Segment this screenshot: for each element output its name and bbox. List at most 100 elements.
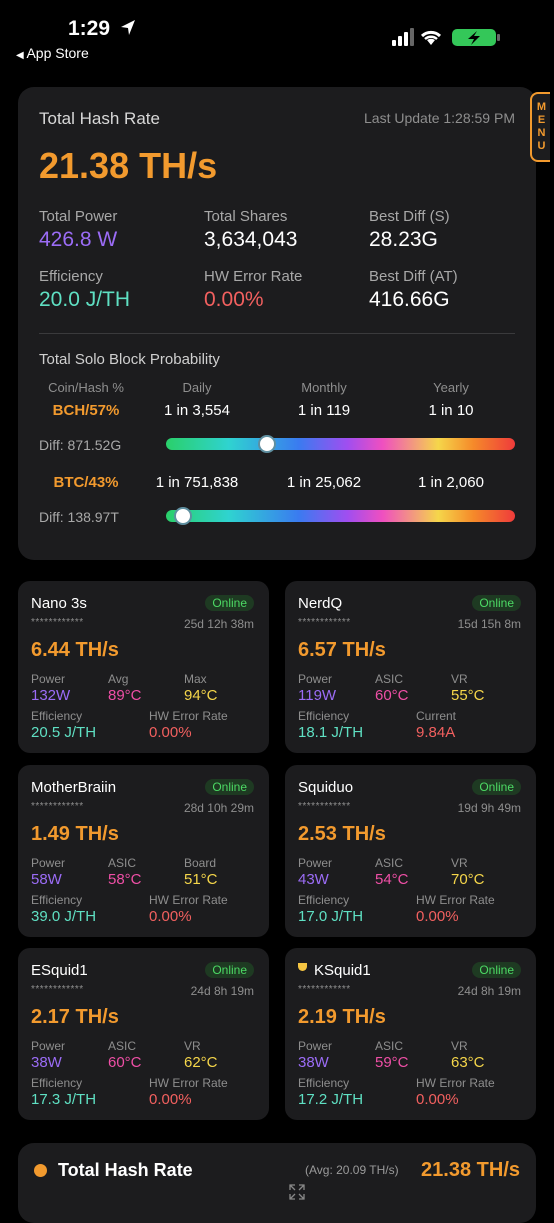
footer-avg: (Avg: 20.09 TH/s)	[305, 1163, 399, 1177]
status-dot	[34, 1164, 47, 1177]
last-update: Last Update 1:28:59 PM	[364, 110, 515, 126]
prob-header: Monthly	[301, 380, 347, 395]
metric-label: HW Error Rate	[416, 893, 495, 907]
back-link[interactable]: ◀ App Store	[16, 45, 89, 61]
metric-label: HW Error Rate	[149, 709, 228, 723]
status-pill: Online	[472, 962, 521, 978]
metric-value: 0.00%	[416, 908, 459, 925]
status-icons	[392, 28, 500, 46]
miner-masked: ************	[298, 617, 351, 628]
miner-masked: ************	[31, 617, 84, 628]
miner-card[interactable]: KSquid1 Online ************ 24d 8h 19m 2.19 …	[285, 948, 536, 1120]
miner-hash-rate: 6.57 TH/s	[298, 639, 386, 661]
metric-label: Efficiency	[298, 709, 350, 723]
metric-label: VR	[451, 672, 468, 686]
metric-value: 17.2 J/TH	[298, 1091, 364, 1108]
miner-card[interactable]: Squiduo Online ************ 19d 9h 49m 2.53 …	[285, 765, 536, 937]
miner-uptime: 24d 8h 19m	[457, 984, 521, 998]
miner-hash-rate: 2.19 TH/s	[298, 1006, 386, 1028]
metric-value: 18.1 J/TH	[298, 724, 364, 741]
metric-value: 39.0 J/TH	[31, 908, 97, 925]
probability-slider	[166, 507, 515, 525]
footer-hash-rate: 21.38 TH/s	[421, 1159, 520, 1181]
slider-knob	[174, 507, 192, 525]
metric-label: ASIC	[375, 672, 404, 686]
metric-value: 20.5 J/TH	[31, 724, 97, 741]
miner-card[interactable]: Nano 3s Online ************ 25d 12h 38m 6.44…	[18, 581, 269, 753]
metric-value: 58W	[31, 871, 62, 888]
metric-label: Power	[31, 856, 66, 870]
metric-value: 59°C	[375, 1054, 409, 1071]
diff-label: Diff: 138.97T	[39, 509, 119, 525]
probability-title: Total Solo Block Probability	[39, 351, 220, 368]
probability-slider	[166, 435, 515, 453]
metric-value: 0.00%	[149, 724, 192, 741]
miner-uptime: 15d 15h 8m	[457, 617, 521, 631]
metric-value: 119W	[298, 687, 337, 704]
prob-header: Yearly	[433, 380, 469, 395]
prob-value: 1 in 10	[428, 402, 474, 419]
metric-value: 89°C	[108, 687, 142, 704]
stat-value: 0.00%	[204, 288, 264, 311]
miner-uptime: 28d 10h 29m	[183, 801, 254, 815]
metric-label: Efficiency	[31, 709, 83, 723]
prob-header: Coin/Hash %	[48, 380, 124, 395]
metric-label: ASIC	[375, 1039, 404, 1053]
metric-label: VR	[184, 1039, 201, 1053]
miner-hash-rate: 2.17 TH/s	[31, 1006, 119, 1028]
metric-label: Power	[298, 672, 333, 686]
miner-uptime: 19d 9h 49m	[457, 801, 521, 815]
metric-label: Efficiency	[31, 893, 83, 907]
expand-icon[interactable]	[289, 1184, 305, 1200]
miner-masked: ************	[298, 801, 351, 812]
miner-masked: ************	[298, 984, 351, 995]
status-pill: Online	[472, 595, 521, 611]
metric-value: 38W	[298, 1054, 329, 1071]
trophy-icon	[298, 963, 307, 971]
menu-tab[interactable]: MENU	[530, 92, 550, 162]
status-time: 1:29	[68, 17, 111, 40]
metric-label: HW Error Rate	[416, 1076, 495, 1090]
metric-value: 17.0 J/TH	[298, 908, 364, 925]
metric-label: VR	[451, 1039, 468, 1053]
miner-card[interactable]: ESquid1 Online ************ 24d 8h 19m 2.17 …	[18, 948, 269, 1120]
stat-value: 20.0 J/TH	[39, 288, 131, 311]
status-pill: Online	[205, 779, 254, 795]
miner-name: Squiduo	[298, 779, 354, 796]
summary-card: Total Hash Rate Last Update 1:28:59 PM 21.…	[18, 87, 536, 560]
back-text[interactable]: App Store	[26, 45, 89, 61]
metric-value: 54°C	[375, 871, 409, 888]
coin-label: BTC/43%	[53, 474, 119, 491]
miner-card[interactable]: NerdQ Online ************ 15d 15h 8m 6.57 TH…	[285, 581, 536, 753]
metric-label: Power	[31, 1039, 66, 1053]
stat-value: 3,634,043	[204, 228, 298, 251]
metric-label: ASIC	[108, 856, 137, 870]
miner-hash-rate: 1.49 TH/s	[31, 823, 119, 845]
metric-value: 0.00%	[416, 1091, 459, 1108]
prob-header: Daily	[182, 380, 212, 395]
metric-label: HW Error Rate	[149, 1076, 228, 1090]
metric-label: ASIC	[375, 856, 404, 870]
metric-value: 38W	[31, 1054, 62, 1071]
miner-card[interactable]: MotherBraiin Online ************ 28d 10h 29…	[18, 765, 269, 937]
stat-value: 426.8 W	[39, 228, 118, 251]
prob-value: 1 in 751,838	[155, 474, 239, 491]
summary-title: Total Hash Rate	[39, 109, 160, 128]
diff-label: Diff: 871.52G	[39, 437, 122, 453]
metric-value: 132W	[31, 687, 71, 704]
prob-value: 1 in 3,554	[164, 402, 230, 419]
stat-value: 28.23G	[369, 228, 438, 251]
miner-name: KSquid1	[314, 962, 371, 979]
metric-label: Efficiency	[298, 893, 350, 907]
stat-label: Total Shares	[204, 208, 288, 225]
metric-value: 0.00%	[149, 1091, 192, 1108]
status-pill: Online	[205, 595, 254, 611]
total-hash-rate: 21.38 TH/s	[39, 145, 218, 186]
miner-name: Nano 3s	[31, 595, 87, 612]
metric-label: Current	[416, 709, 457, 723]
metric-value: 51°C	[184, 871, 218, 888]
metric-value: 17.3 J/TH	[31, 1091, 97, 1108]
footer-title: Total Hash Rate	[58, 1160, 193, 1180]
metric-value: 58°C	[108, 871, 142, 888]
metric-label: VR	[451, 856, 468, 870]
